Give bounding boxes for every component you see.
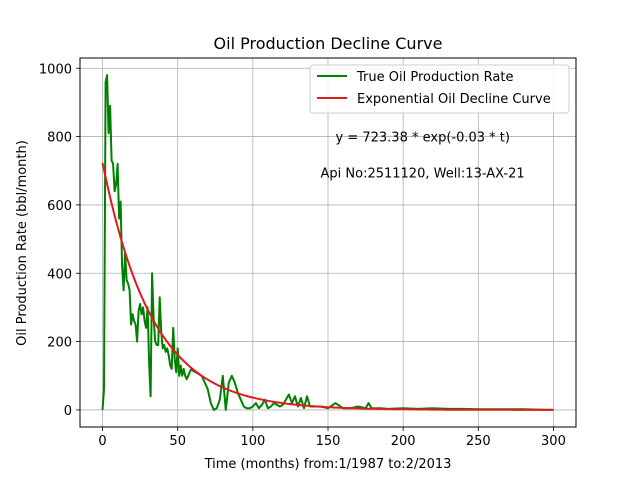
x-tick-label: 100 — [240, 434, 265, 449]
annotation-equation: y = 723.38 * exp(-0.03 * t) — [336, 131, 510, 146]
y-tick-label: 600 — [47, 199, 72, 214]
x-axis-label: Time (months) from:1/1987 to:2/2013 — [204, 457, 452, 472]
x-tick-label: 300 — [541, 434, 566, 449]
x-tick-label: 150 — [316, 434, 341, 449]
legend-box — [309, 64, 570, 114]
series-exponential-decline-curve — [101, 162, 554, 411]
legend-label-exp-curve: Exponential Oil Decline Curve — [357, 92, 551, 107]
series-layer — [101, 74, 554, 411]
annotations: y = 723.38 * exp(-0.03 * t) Api No:25111… — [321, 131, 525, 182]
legend-label-true-rate: True Oil Production Rate — [356, 70, 513, 85]
y-tick-label: 800 — [47, 131, 72, 146]
legend: True Oil Production Rate Exponential Oil… — [309, 64, 570, 114]
y-axis: 0 200 400 600 800 1000 — [39, 62, 80, 419]
y-tick-label: 400 — [47, 267, 72, 282]
chart-title: Oil Production Decline Curve — [214, 34, 443, 53]
y-tick-label: 0 — [64, 404, 72, 419]
y-axis-label: Oil Production Rate (bbl/month) — [15, 140, 30, 346]
annotation-well-id: Api No:2511120, Well:13-AX-21 — [321, 167, 525, 182]
x-axis: 0 50 100 150 200 250 300 — [98, 427, 566, 449]
y-tick-label: 1000 — [39, 62, 72, 77]
x-tick-label: 0 — [98, 434, 106, 449]
x-tick-label: 50 — [169, 434, 186, 449]
x-tick-label: 200 — [391, 434, 416, 449]
x-tick-label: 250 — [466, 434, 491, 449]
y-tick-label: 200 — [47, 336, 72, 351]
